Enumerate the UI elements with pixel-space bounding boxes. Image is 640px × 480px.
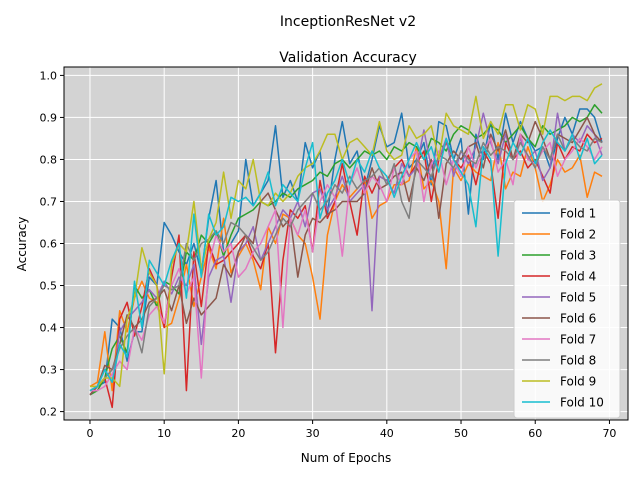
x-axis-label: Num of Epochs xyxy=(301,451,391,465)
series-lines xyxy=(89,83,603,409)
y-tick-label: 0.6 xyxy=(40,238,58,251)
y-tick-label: 0.5 xyxy=(40,280,58,293)
series-line-fold-10 xyxy=(89,129,603,392)
chart-title: Validation Accuracy xyxy=(279,50,417,66)
legend-label-fold-6: Fold 6 xyxy=(560,312,596,326)
legend-label-fold-3: Fold 3 xyxy=(560,249,596,263)
legend-label-fold-4: Fold 4 xyxy=(560,270,596,284)
legend-label-fold-1: Fold 1 xyxy=(560,207,596,221)
series-line-fold-7 xyxy=(90,133,603,392)
legend-label-fold-7: Fold 7 xyxy=(560,333,596,347)
y-axis-ticks: 0.2 0.3 0.4 0.5 0.6 0.7 0.8 0.9 1.0 xyxy=(40,69,64,419)
y-tick-label: 0.8 xyxy=(40,153,58,166)
y-tick-label: 0.2 xyxy=(40,406,58,419)
y-tick-label: 0.4 xyxy=(40,322,58,335)
series-line-fold-8 xyxy=(89,133,603,392)
x-tick-label: 0 xyxy=(86,427,93,440)
series-line-fold-3 xyxy=(89,104,603,396)
x-tick-label: 60 xyxy=(528,427,542,440)
y-tick-label: 1.0 xyxy=(40,69,58,82)
legend: Fold 1 Fold 2 Fold 3 Fold 4 Fold 5 Fold 6 Fold… xyxy=(513,199,621,419)
y-tick-label: 0.7 xyxy=(40,195,58,208)
series-line-fold-6 xyxy=(89,116,603,396)
legend-label-fold-2: Fold 2 xyxy=(560,228,596,242)
legend-label-fold-8: Fold 8 xyxy=(560,354,596,368)
y-tick-label: 0.3 xyxy=(40,364,58,377)
x-tick-label: 50 xyxy=(454,427,468,440)
y-tick-label: 0.9 xyxy=(40,111,58,124)
legend-label-fold-10: Fold 10 xyxy=(560,396,604,410)
x-tick-label: 40 xyxy=(380,427,394,440)
x-axis-ticks: 0 10 20 30 40 50 60 70 xyxy=(86,420,616,440)
x-tick-label: 20 xyxy=(231,427,245,440)
x-tick-label: 70 xyxy=(602,427,616,440)
x-tick-label: 10 xyxy=(157,427,171,440)
figure-suptitle: InceptionResNet v2 xyxy=(280,14,416,30)
legend-label-fold-9: Fold 9 xyxy=(560,375,596,389)
y-axis-label: Accuracy xyxy=(15,217,29,272)
series-line-fold-9 xyxy=(90,83,603,388)
x-tick-label: 30 xyxy=(306,427,320,440)
legend-label-fold-5: Fold 5 xyxy=(560,291,596,305)
series-line-fold-1 xyxy=(89,108,603,392)
